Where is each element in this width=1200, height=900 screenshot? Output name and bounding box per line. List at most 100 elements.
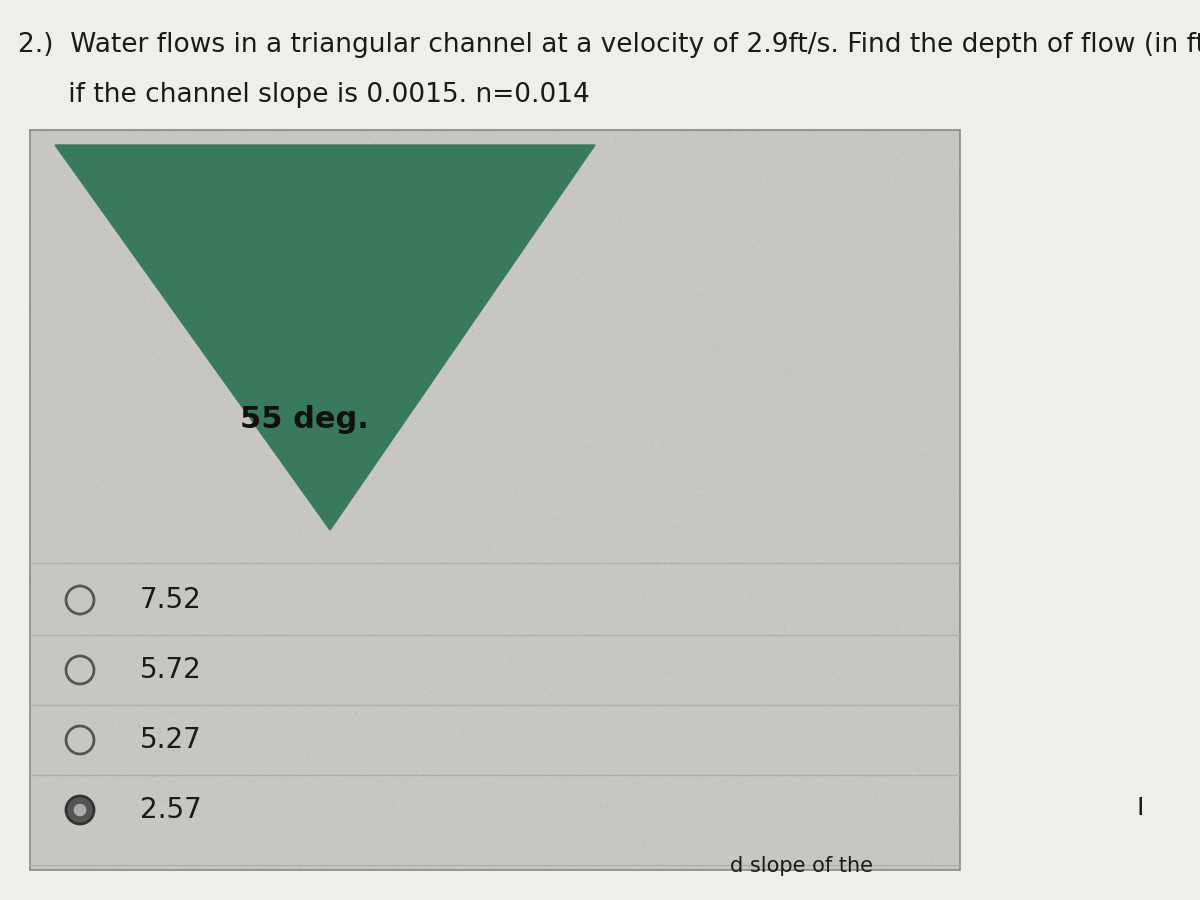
Point [260, 490, 280, 504]
Point [67, 299, 86, 313]
Point [176, 252, 196, 266]
Point [145, 272, 164, 286]
Point [62, 387, 82, 401]
Point [630, 592, 649, 607]
Point [568, 803, 587, 817]
Point [118, 390, 137, 404]
Point [311, 501, 330, 516]
Point [180, 551, 199, 565]
Point [493, 806, 512, 820]
Point [380, 274, 400, 288]
Point [577, 413, 596, 428]
Point [628, 739, 647, 753]
Point [62, 630, 82, 644]
Point [437, 125, 456, 140]
Point [737, 687, 756, 701]
Point [528, 604, 547, 618]
Point [60, 452, 79, 466]
Point [312, 210, 331, 224]
Point [930, 735, 949, 750]
Point [174, 164, 193, 178]
Point [272, 428, 292, 442]
Point [86, 743, 106, 758]
Point [353, 491, 372, 505]
Point [781, 556, 800, 571]
Point [558, 616, 577, 630]
Point [492, 824, 511, 838]
Point [882, 667, 901, 681]
Point [564, 710, 583, 724]
Point [770, 800, 790, 814]
Point [287, 564, 306, 579]
Point [395, 246, 414, 260]
Point [553, 621, 572, 635]
Point [120, 524, 139, 538]
Point [557, 287, 576, 302]
Point [40, 736, 59, 751]
Point [296, 182, 316, 196]
Point [739, 740, 758, 754]
Point [265, 210, 284, 224]
Point [743, 151, 762, 166]
Point [164, 616, 184, 630]
Point [779, 644, 798, 658]
Point [481, 803, 500, 817]
Point [25, 515, 44, 529]
Point [118, 430, 137, 445]
Point [772, 706, 791, 720]
Point [371, 201, 390, 215]
Point [340, 431, 359, 446]
Point [457, 552, 476, 566]
Point [569, 430, 588, 445]
Point [860, 656, 880, 670]
Point [319, 723, 338, 737]
Point [386, 144, 406, 158]
Point [592, 600, 611, 615]
Point [131, 818, 150, 832]
Point [667, 498, 686, 512]
Point [288, 774, 307, 788]
Point [560, 183, 580, 197]
Point [355, 651, 374, 665]
Point [126, 181, 145, 195]
Point [538, 647, 557, 662]
Point [380, 166, 400, 180]
Point [461, 804, 480, 818]
Point [887, 530, 906, 544]
Point [839, 236, 858, 250]
Point [496, 307, 515, 321]
Point [918, 833, 937, 848]
Point [343, 852, 362, 867]
Point [944, 677, 964, 691]
Point [844, 772, 863, 787]
Point [578, 516, 598, 530]
Point [929, 476, 948, 491]
Point [661, 750, 680, 764]
Point [209, 582, 228, 597]
Point [755, 676, 774, 690]
Point [851, 716, 870, 731]
Point [29, 752, 48, 766]
Point [737, 592, 756, 607]
Point [245, 350, 264, 365]
Point [844, 482, 863, 496]
Point [71, 791, 90, 806]
Point [841, 170, 860, 184]
Point [364, 505, 383, 519]
Point [359, 539, 378, 554]
Point [385, 644, 404, 659]
Point [246, 228, 265, 242]
Point [383, 174, 402, 188]
Point [467, 335, 486, 349]
Point [256, 400, 275, 415]
Point [542, 501, 562, 516]
Point [769, 809, 788, 824]
Point [144, 777, 163, 791]
Point [386, 436, 406, 451]
Point [749, 845, 768, 859]
Point [640, 849, 659, 863]
Point [22, 711, 41, 725]
Point [616, 665, 635, 680]
Point [148, 561, 167, 575]
Point [533, 790, 552, 805]
